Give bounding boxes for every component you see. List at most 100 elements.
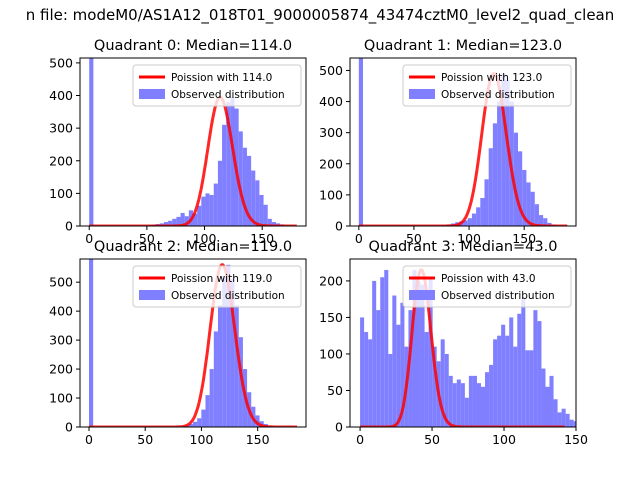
y-tick-label: 200 (319, 156, 343, 171)
histogram-bar (497, 335, 502, 427)
x-tick-label: 100 (492, 432, 516, 447)
histogram-bar (529, 350, 534, 427)
histogram-bar (444, 353, 449, 427)
histogram-bar (471, 213, 477, 226)
y-tick-label: 400 (49, 88, 73, 103)
histogram-bar (271, 222, 277, 226)
y-tick-label: 400 (319, 94, 343, 109)
subplot-title: Quadrant 1: Median=123.0 (364, 38, 562, 54)
histogram-bar (408, 310, 413, 427)
histogram-bar (376, 310, 381, 427)
histogram-bar (467, 218, 472, 226)
histogram-bar (222, 276, 227, 427)
histogram-bar (526, 182, 531, 226)
subplot-2: 0 50 100 150 0 100 200 300 400 500 Quadrant 2: Med… (49, 239, 307, 447)
x-tick-label: 0 (355, 231, 363, 246)
histogram-bar (578, 423, 582, 427)
axes-frame (79, 57, 307, 227)
axes-frame (349, 57, 577, 227)
histogram-bar (384, 269, 389, 427)
histogram-bar (428, 277, 433, 427)
legend-box (132, 64, 302, 107)
legend-bar-swatch (409, 290, 435, 300)
histogram-bar (388, 353, 393, 427)
histogram-bar (184, 216, 189, 226)
histogram-bar (205, 395, 210, 427)
histogram-bar (517, 313, 522, 427)
histogram-bar (543, 218, 548, 226)
legend-box (402, 265, 572, 308)
histogram-bar (238, 337, 243, 427)
histogram-bar (400, 302, 405, 427)
histogram-bar (522, 170, 527, 226)
histogram-bar (420, 284, 425, 427)
histogram-bar (255, 415, 260, 427)
histogram-bar (569, 419, 574, 427)
histogram-bar (488, 148, 493, 226)
histogram-bar (188, 424, 193, 427)
histogram-bar (505, 335, 510, 427)
histogram-bar (534, 204, 539, 226)
legend-label-observed: Observed distribution (171, 290, 285, 302)
histogram-bar (582, 425, 586, 427)
histogram-bar (230, 279, 235, 427)
histogram-bar (263, 204, 268, 226)
subplot-title: Quadrant 3: Median=43.0 (369, 239, 558, 255)
plot-area (358, 58, 568, 226)
histogram-bar (553, 399, 558, 427)
y-tick-label: 50 (327, 383, 343, 398)
histogram-bar (217, 305, 223, 427)
histogram-bar (501, 73, 506, 226)
histogram-bar (573, 421, 576, 427)
histogram-bar (89, 58, 94, 226)
histogram-bar (205, 193, 210, 226)
poisson-curve (358, 72, 568, 226)
histogram-bar (460, 383, 465, 427)
subplot-3: 0 50 100 150 0 50 100 150 200 Quadrant 3: Median=… (319, 239, 588, 447)
y-tick-label: 100 (319, 346, 343, 361)
x-tick-label: 100 (457, 231, 481, 246)
histogram-bar (493, 339, 498, 427)
y-tick-label: 100 (319, 187, 343, 202)
y-tick-label: 500 (49, 275, 73, 290)
histogram-bar (537, 321, 542, 427)
y-tick-label: 300 (49, 333, 73, 348)
histogram-bar (267, 218, 272, 226)
legend-label-observed: Observed distribution (441, 89, 555, 101)
histogram-bar (197, 418, 202, 427)
y-tick-label: 150 (319, 310, 343, 325)
legend-label-observed: Observed distribution (441, 290, 555, 302)
subplot-title: Quadrant 2: Median=119.0 (94, 239, 292, 255)
legend-box (132, 265, 302, 308)
y-tick-label: 0 (65, 420, 73, 435)
histogram-bar (88, 259, 94, 427)
histogram-bar (547, 222, 552, 226)
y-tick-label: 500 (49, 55, 73, 70)
histogram-bar (213, 331, 218, 427)
histogram-bar (226, 264, 231, 427)
histogram-bar (259, 195, 264, 226)
histogram-bar (521, 299, 526, 427)
histogram-bar (372, 280, 377, 427)
histogram-bar (368, 339, 373, 427)
y-tick-label: 100 (49, 186, 73, 201)
x-tick-label: 50 (137, 432, 153, 447)
histogram-bar (201, 196, 206, 226)
poisson-curve (88, 263, 298, 427)
y-tick-label: 0 (335, 420, 343, 435)
x-tick-label: 100 (190, 432, 214, 447)
histogram-bar (480, 198, 485, 226)
histogram-bar (513, 132, 519, 226)
histogram-bar (489, 364, 494, 427)
histogram-bar (226, 102, 231, 226)
histogram-bar (518, 151, 523, 226)
histogram-bar (396, 324, 401, 427)
legend-label-poisson: Poission with 123.0 (441, 72, 542, 84)
y-tick-label: 100 (49, 391, 73, 406)
legend-bar-swatch (139, 89, 165, 99)
y-tick-label: 200 (49, 362, 73, 377)
histogram-bar (416, 280, 421, 427)
legend-bar-swatch (409, 89, 435, 99)
histogram-bar (456, 379, 461, 427)
histogram-bar (513, 346, 518, 427)
